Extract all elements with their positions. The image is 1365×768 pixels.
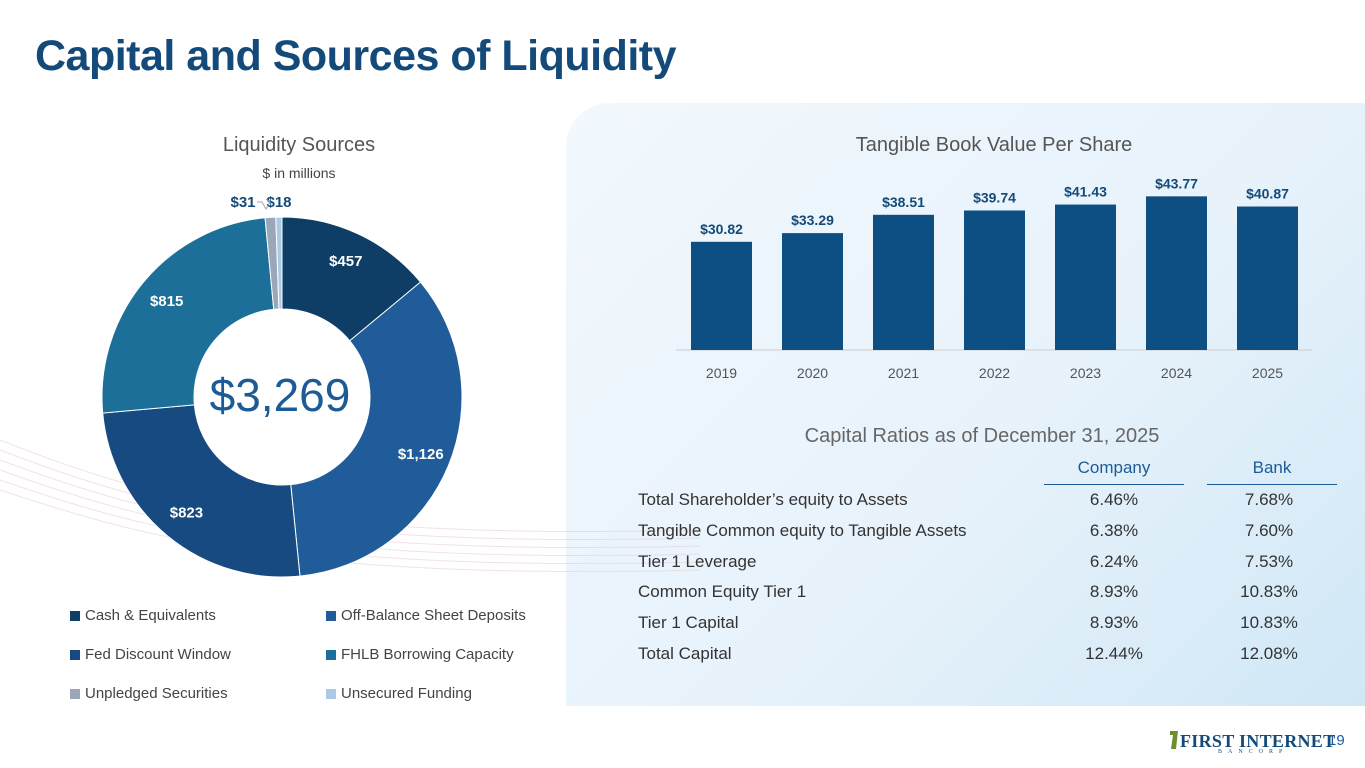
table-row: Tier 1 Capital 8.93% 10.83% (638, 613, 1318, 635)
legend-label: Unpledged Securities (85, 685, 228, 702)
company-value: 8.93% (1089, 613, 1139, 632)
bank-value: 10.83% (1240, 613, 1298, 632)
ratio-label: Tangible Common equity to Tangible Asset… (638, 521, 967, 540)
company-value: 8.93% (1089, 582, 1139, 601)
slice-value-label: $457 (329, 253, 362, 270)
bank-value: 10.83% (1240, 582, 1298, 601)
ratio-label: Tier 1 Leverage (638, 552, 757, 571)
slice-value-label: $823 (170, 505, 203, 522)
pie-chart-title: Liquidity Sources (222, 134, 376, 156)
column-header-bank: Bank (1207, 458, 1337, 485)
legend-item: Unsecured Funding (326, 685, 472, 702)
capital-ratios-title: Capital Ratios as of December 31, 2025 (804, 425, 1160, 447)
column-header-company: Company (1044, 458, 1184, 485)
bank-value: 7.53% (1244, 552, 1294, 571)
legend-swatch (70, 649, 80, 660)
bank-value: 7.60% (1244, 521, 1294, 540)
legend-item: Cash & Equivalents (70, 607, 216, 624)
bank-value: 12.08% (1240, 644, 1298, 663)
legend-swatch (326, 649, 336, 660)
company-value: 6.24% (1089, 552, 1139, 571)
slice-value-label: $18 (266, 194, 291, 211)
legend-item: Off-Balance Sheet Deposits (326, 607, 526, 624)
ratio-label: Total Capital (638, 644, 732, 663)
bar-chart-title: Tangible Book Value Per Share (855, 134, 1133, 156)
legend-label: Unsecured Funding (341, 685, 472, 702)
page-title: Capital and Sources of Liquidity (35, 32, 677, 80)
legend-swatch (70, 610, 80, 621)
donut-slice-unsecured-funding (275, 216, 283, 310)
bank-value: 7.68% (1244, 490, 1294, 509)
legend-label: Fed Discount Window (85, 646, 231, 663)
donut-slice-fed-discount-window (102, 404, 301, 578)
legend-label: Cash & Equivalents (85, 607, 216, 624)
table-row: Total Capital 12.44% 12.08% (638, 644, 1318, 666)
company-value: 12.44% (1085, 644, 1143, 663)
table-row: Tier 1 Leverage 6.24% 7.53% (638, 552, 1318, 574)
donut-center-total: $3,269 (209, 369, 351, 421)
logo-text: FIRST INTERNET (1180, 731, 1336, 751)
small-slice-leader-line (257, 198, 271, 211)
legend-swatch (326, 688, 336, 699)
right-panel-background (566, 103, 1365, 706)
donut-slice-cash-equivalents (281, 216, 422, 342)
ratio-label: Total Shareholder’s equity to Assets (638, 490, 908, 509)
table-row: Common Equity Tier 1 8.93% 10.83% (638, 582, 1318, 604)
donut-slice-off-balance-sheet-deposits (290, 281, 463, 577)
legend-item: Unpledged Securities (70, 685, 228, 702)
company-value: 6.46% (1089, 490, 1139, 509)
company-value: 6.38% (1089, 521, 1139, 540)
slice-value-label: $31 (230, 194, 255, 211)
liquidity-donut-chart: $457 $1,126 $823 $815 $31 $18 (101, 194, 463, 578)
legend-item: FHLB Borrowing Capacity (326, 646, 514, 663)
pie-chart-subtitle: $ in millions (262, 165, 336, 181)
slice-value-label: $815 (150, 293, 183, 310)
logo-subtext: BANCORP (1218, 749, 1289, 755)
table-row: Total Shareholder’s equity to Assets 6.4… (638, 490, 1318, 512)
logo-mark-icon (1170, 731, 1178, 749)
page-number: 19 (1328, 732, 1345, 749)
legend-item: Fed Discount Window (70, 646, 231, 663)
company-logo: FIRST INTERNET BANCORP (1168, 729, 1335, 759)
ratio-label: Tier 1 Capital (638, 613, 739, 632)
legend-swatch (326, 610, 336, 621)
donut-slice-fhlb-borrowing-capacity (101, 217, 275, 414)
legend-label: Off-Balance Sheet Deposits (341, 607, 526, 624)
legend-swatch (70, 688, 80, 699)
table-row: Tangible Common equity to Tangible Asset… (638, 521, 1318, 543)
legend-label: FHLB Borrowing Capacity (341, 646, 514, 663)
slice-value-label: $1,126 (398, 446, 444, 463)
ratio-label: Common Equity Tier 1 (638, 582, 807, 601)
